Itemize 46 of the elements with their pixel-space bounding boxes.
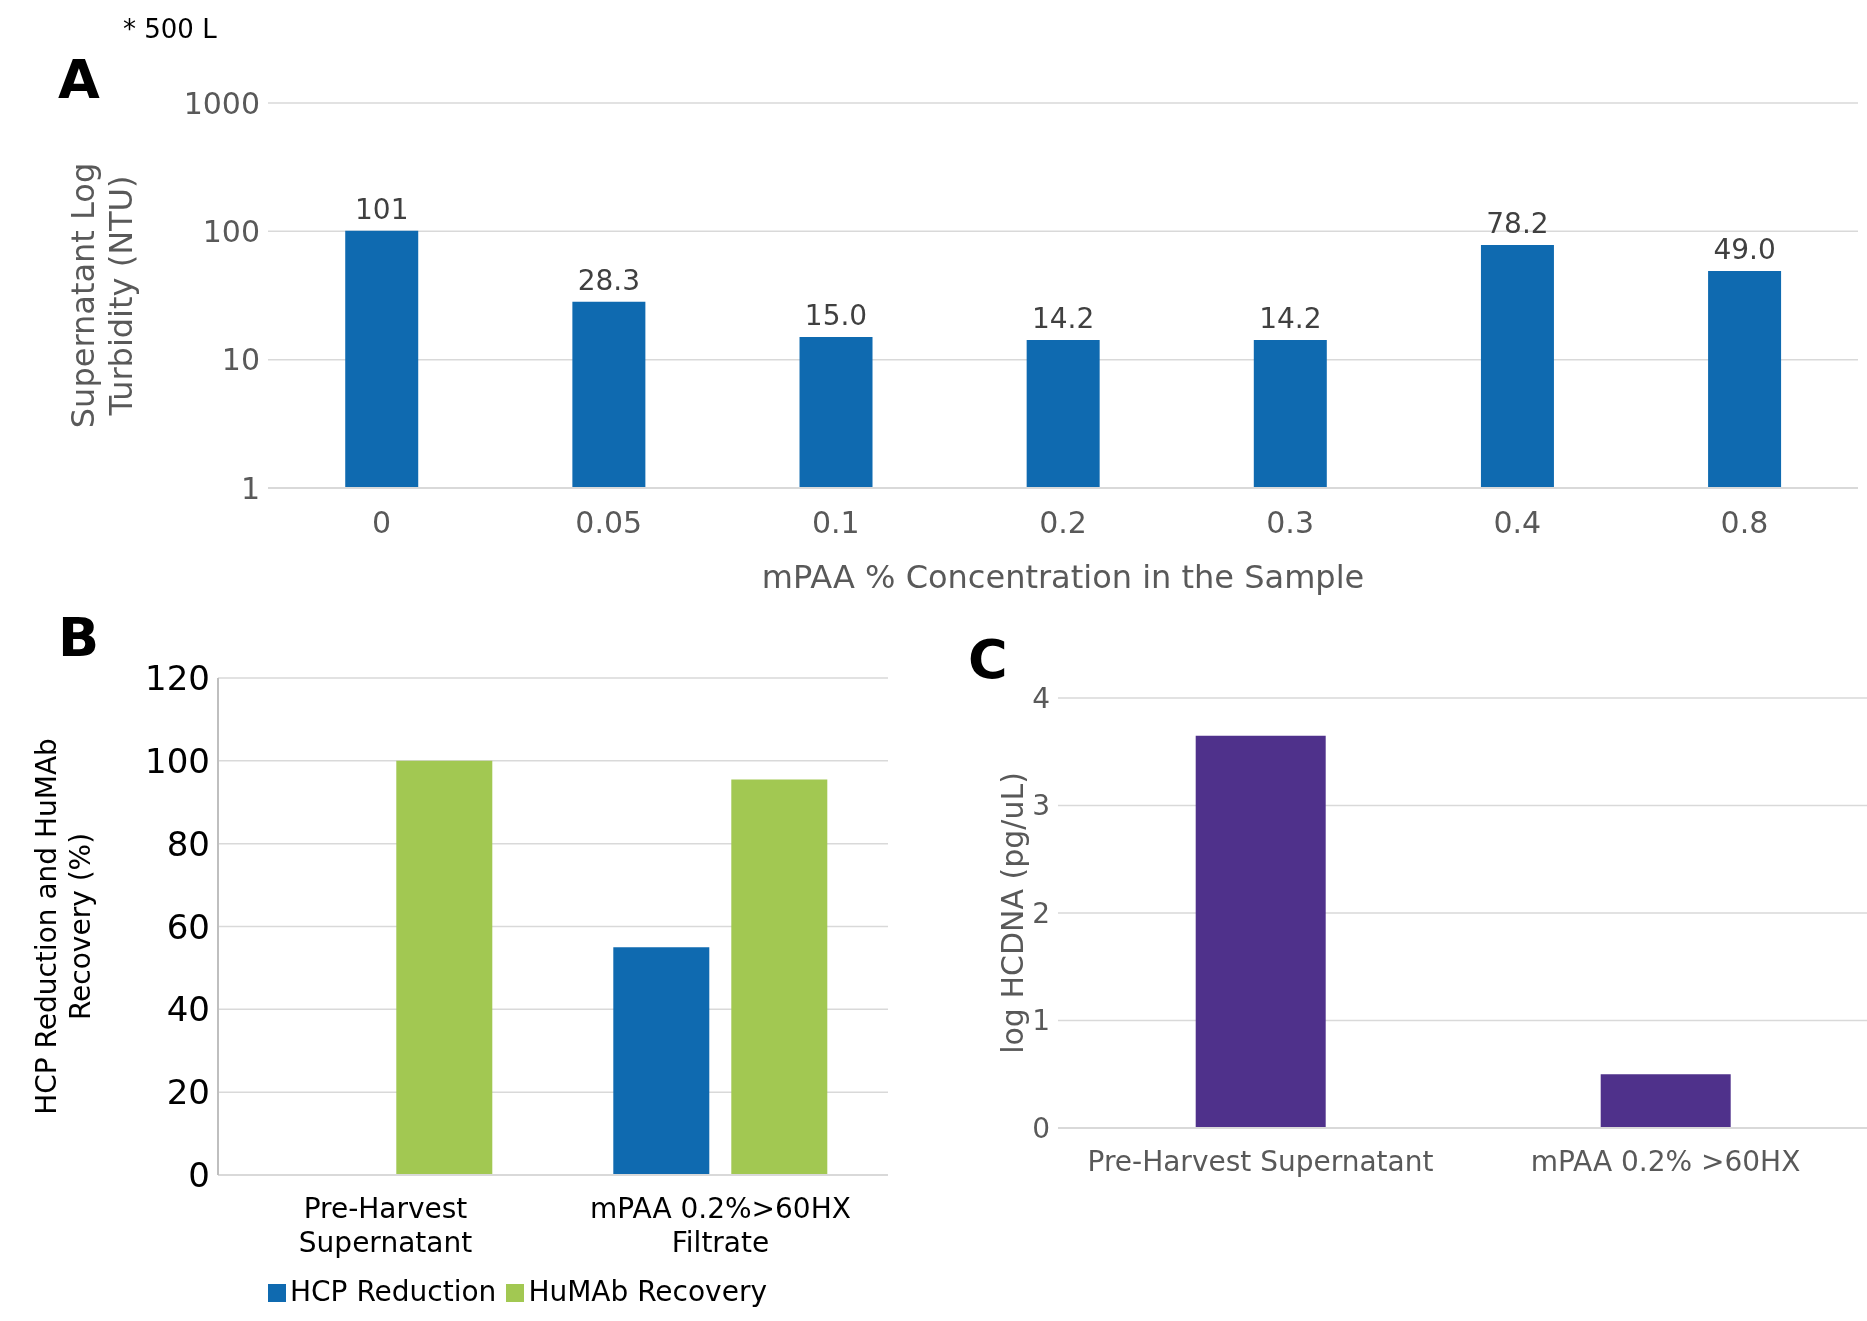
- y-tick-label: 2: [1032, 896, 1050, 930]
- y-axis-title: HCP Reduction and HuMAb Recovery (%): [30, 738, 97, 1115]
- data-label: 78.2: [1486, 207, 1549, 241]
- x-tick-label: mPAA 0.2% >60HX: [1530, 1145, 1801, 1179]
- y-tick-label: 1000: [183, 85, 260, 121]
- y-tick-label: 40: [166, 989, 210, 1030]
- x-tick-label: 0.4: [1493, 505, 1542, 540]
- y-axis-title: log HCDNA (pg/uL): [995, 772, 1030, 1054]
- data-label: 15.0: [804, 299, 868, 333]
- y-tick-label: 0: [1032, 1111, 1050, 1145]
- x-tick-label: 0.8: [1720, 505, 1769, 540]
- legend-label: HCP Reduction: [290, 1275, 497, 1308]
- y-tick-label: 1: [1032, 1004, 1050, 1038]
- y-tick-label: 80: [166, 823, 210, 864]
- y-tick-label: 1: [240, 470, 260, 506]
- x-tick-label: mPAA 0.2%>60HX Filtrate: [590, 1192, 851, 1259]
- data-label: 14.2: [1031, 302, 1095, 336]
- x-tick-label: Pre-Harvest Supernatant: [298, 1192, 473, 1259]
- y-tick-label: 3: [1032, 789, 1050, 823]
- y-tick-label: 120: [145, 658, 210, 699]
- y-axis-title: Supernatant Log Turbidity (NTU): [63, 162, 141, 429]
- data-label: 28.3: [577, 263, 641, 297]
- data-label: 101: [355, 192, 409, 226]
- chart-title: A: [58, 48, 100, 111]
- x-axis-title: mPAA % Concentration in the Sample: [761, 558, 1365, 596]
- x-tick-label: 0.2: [1039, 505, 1087, 540]
- bar: [731, 779, 828, 1175]
- y-tick-label: 4: [1032, 681, 1050, 715]
- x-tick-label: Pre-Harvest Supernatant: [1087, 1145, 1434, 1179]
- x-tick-label: 0.1: [812, 505, 860, 540]
- y-tick-label: 10: [221, 342, 260, 378]
- bar: [613, 947, 710, 1175]
- x-tick-label: 0.05: [575, 505, 643, 540]
- data-label: 49.0: [1713, 233, 1776, 267]
- y-tick-label: 20: [166, 1072, 210, 1113]
- legend-label: HuMAb Recovery: [528, 1275, 767, 1308]
- x-tick-label: 0.3: [1266, 505, 1314, 540]
- y-tick-label: 100: [202, 213, 260, 249]
- chart-title: B: [58, 606, 100, 669]
- x-tick-label: 0: [372, 505, 392, 540]
- data-label: 14.2: [1259, 302, 1322, 336]
- chart-title: C: [968, 628, 1008, 691]
- text: * 500 L: [123, 14, 217, 44]
- y-tick-label: 100: [145, 740, 210, 781]
- bar: [396, 760, 493, 1175]
- y-tick-label: 60: [166, 906, 210, 947]
